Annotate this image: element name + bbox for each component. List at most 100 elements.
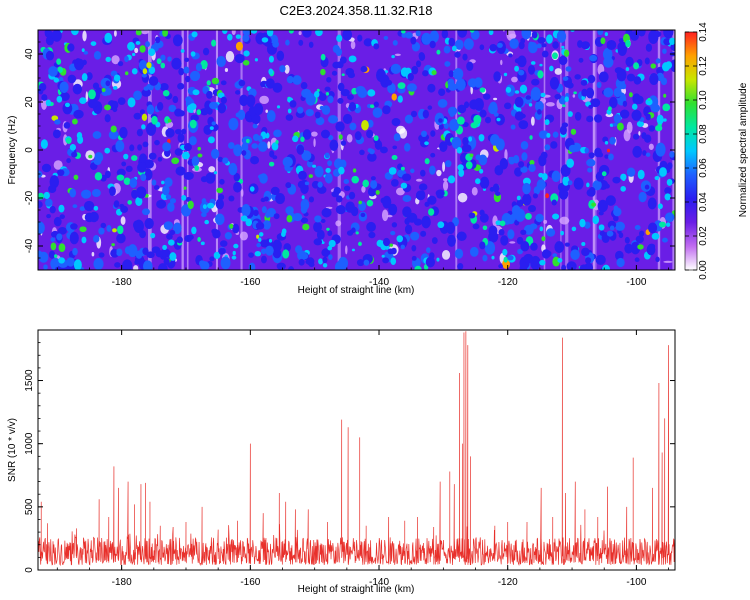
heatmap-cell: [58, 243, 66, 252]
heatmap-cell: [581, 88, 588, 97]
heatmap-cell: [124, 71, 129, 76]
heatmap-cell: [563, 49, 570, 57]
heatmap-cell: [242, 59, 250, 66]
heatmap-cell: [587, 74, 596, 84]
snr-x-tick-label: -120: [498, 577, 518, 588]
heatmap-cell: [282, 249, 290, 259]
heatmap-cell: [429, 30, 439, 43]
heatmap-cell: [308, 262, 315, 268]
heatmap-cell: [559, 125, 567, 135]
heatmap-cell: [616, 257, 625, 268]
heatmap-cell: [514, 167, 523, 177]
heatmap-cell: [663, 260, 673, 263]
heatmap-cell: [239, 231, 248, 241]
heatmap-cell: [665, 222, 671, 227]
heatmap-cell: [610, 40, 616, 48]
heatmap-cell: [493, 71, 501, 82]
heatmap-cell: [390, 257, 397, 266]
heatmap-cell: [283, 243, 292, 252]
heatmap-cell: [183, 186, 187, 190]
heatmap-cell: [609, 225, 615, 231]
spectrogram-x-label: Height of straight line (km): [298, 285, 415, 296]
heatmap-cell: [527, 64, 536, 75]
heatmap-cell: [177, 133, 185, 143]
heatmap-cell: [285, 182, 292, 189]
heatmap-cell: [572, 94, 576, 98]
heatmap-cell: [159, 82, 169, 91]
heatmap-cell: [587, 167, 593, 173]
heatmap-cell: [467, 78, 478, 88]
heatmap-cell: [496, 117, 501, 122]
heatmap-cell: [518, 120, 529, 130]
heatmap-cell: [340, 140, 347, 146]
heatmap-cell: [331, 70, 338, 76]
heatmap-cell: [253, 103, 264, 116]
heatmap-cell: [142, 141, 149, 148]
heatmap-cell: [338, 256, 349, 270]
heatmap-cell: [202, 47, 210, 56]
heatmap-cell: [211, 77, 220, 85]
heatmap-streak: [565, 30, 569, 270]
heatmap-cell: [469, 246, 479, 257]
heatmap-cell: [191, 156, 200, 166]
heatmap-cell: [189, 136, 197, 146]
heatmap-cell: [604, 140, 609, 145]
heatmap-cell: [272, 239, 282, 252]
heatmap-cell: [311, 180, 320, 189]
heatmap-cell: [457, 104, 467, 114]
heatmap-cell: [598, 71, 609, 83]
heatmap-cell: [137, 144, 142, 151]
heatmap-cell: [129, 177, 138, 189]
heatmap-cell: [482, 225, 488, 231]
heatmap-cell: [635, 235, 644, 244]
heatmap-cell: [93, 158, 102, 166]
heatmap-cell: [441, 249, 451, 260]
heatmap-cell: [360, 212, 366, 218]
heatmap-cell: [275, 140, 279, 145]
heatmap-cell: [53, 160, 63, 170]
heatmap-cell: [578, 57, 584, 63]
heatmap-cell: [366, 199, 374, 207]
heatmap-cell: [133, 90, 142, 101]
heatmap-cell: [369, 104, 375, 109]
heatmap-cell: [368, 231, 376, 239]
heatmap-cell: [315, 30, 323, 37]
heatmap-cell: [663, 93, 667, 98]
heatmap-cell: [258, 237, 262, 242]
heatmap-cell: [645, 98, 653, 106]
heatmap-cell: [522, 193, 532, 206]
heatmap-cell: [139, 230, 146, 239]
heatmap-cell: [479, 109, 487, 118]
heatmap-cell: [562, 104, 566, 108]
heatmap-cell: [358, 241, 362, 247]
heatmap-cell: [59, 214, 65, 220]
heatmap-cell: [300, 136, 305, 143]
heatmap-cell: [346, 230, 354, 236]
heatmap-cell: [81, 73, 88, 82]
heatmap-cell: [621, 176, 626, 182]
heatmap-cell: [521, 30, 532, 40]
heatmap-cell: [420, 230, 427, 237]
heatmap-cell: [390, 230, 396, 236]
heatmap-cell: [175, 166, 186, 176]
heatmap-cell: [597, 30, 604, 36]
heatmap-cell: [190, 51, 196, 57]
heatmap-cell: [567, 111, 573, 117]
heatmap-cell: [191, 226, 197, 235]
heatmap-cell: [511, 76, 518, 83]
heatmap-cell: [538, 130, 549, 139]
heatmap-cell: [185, 96, 192, 103]
heatmap-cell: [87, 98, 98, 109]
heatmap-cell: [574, 111, 582, 121]
heatmap-cell: [332, 61, 341, 69]
heatmap-cell: [510, 124, 516, 130]
heatmap-cell: [217, 92, 225, 99]
heatmap-cell: [72, 204, 78, 209]
heatmap-cell: [315, 116, 325, 126]
spectrogram-x-tick-label: -140: [369, 277, 389, 288]
heatmap-cell: [552, 253, 558, 258]
colorbar-ticks: 0.00 0.02 0.04 0.06 0.08 0.10 0.12 0.14: [685, 22, 709, 280]
heatmap-cell: [131, 52, 136, 57]
heatmap-cell: [361, 185, 366, 193]
heatmap-cell: [219, 178, 225, 185]
